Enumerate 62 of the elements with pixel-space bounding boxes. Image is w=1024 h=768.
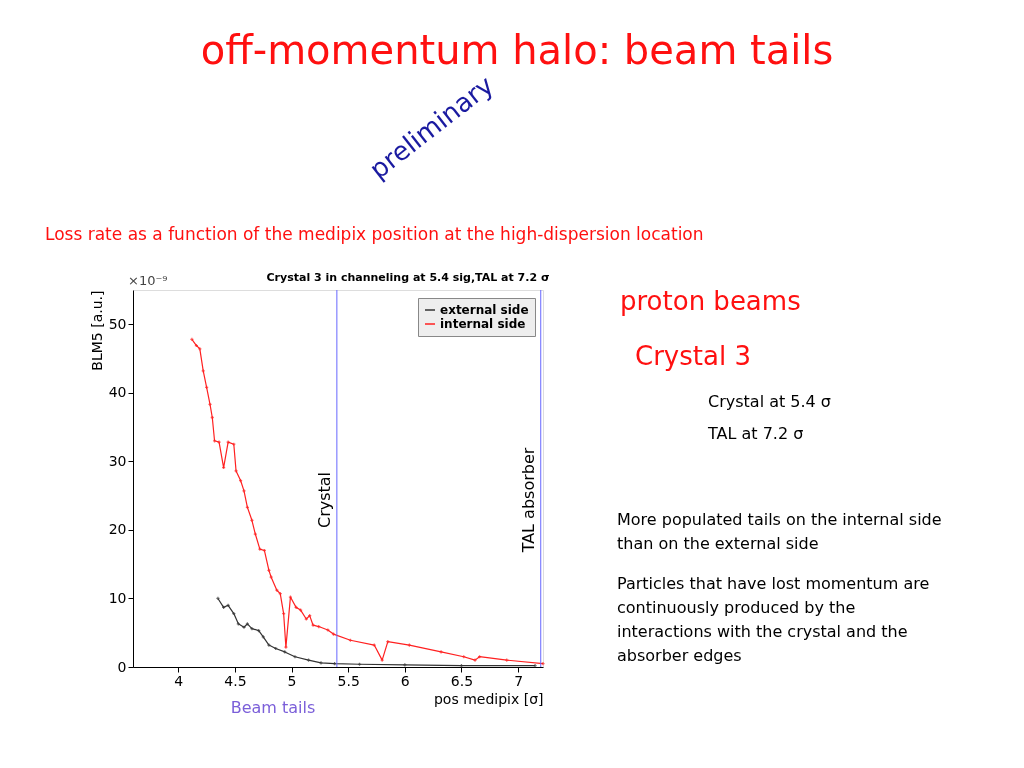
y-tick-label: 30 xyxy=(108,452,127,469)
point xyxy=(208,402,212,407)
point xyxy=(250,627,254,631)
point xyxy=(253,532,257,536)
x-tick-label: 7 xyxy=(514,672,524,689)
x-tick-label: 6 xyxy=(400,672,410,689)
point xyxy=(201,369,205,373)
point xyxy=(304,617,308,621)
point xyxy=(234,469,238,473)
text: Particles that have lost momentum are continuously produced by the interactions with the crystal and the absorber edges xyxy=(617,574,930,665)
point xyxy=(533,664,537,668)
point xyxy=(372,643,376,647)
point xyxy=(250,518,254,522)
point xyxy=(473,658,477,662)
ref-line-label: TAL absorber xyxy=(518,447,538,554)
point xyxy=(326,628,330,632)
y-axis-title: BLM5 [a.u.] xyxy=(88,290,105,371)
point xyxy=(190,337,194,341)
point xyxy=(284,645,288,649)
point xyxy=(293,655,297,659)
text: Beam tails xyxy=(230,698,316,717)
x-tick-label: 6.5 xyxy=(450,672,474,689)
text: ×10⁻⁹ xyxy=(128,273,168,288)
point xyxy=(242,489,246,493)
text: More populated tails on the internal side than on the external side xyxy=(617,510,942,553)
point xyxy=(439,650,443,654)
point xyxy=(267,643,271,647)
text: Crystal 3 in channeling at 5.4 sig,TAL at 7.2 σ xyxy=(266,271,550,284)
y-tick-label: 50 xyxy=(108,315,127,332)
point xyxy=(299,608,303,612)
legend-label: external side xyxy=(440,303,529,317)
y-tick-label: 20 xyxy=(108,521,127,538)
point xyxy=(267,568,271,572)
ref-line-label: Crystal xyxy=(314,471,334,529)
x-axis-title: pos medipix [σ] xyxy=(433,690,544,707)
point xyxy=(319,661,323,665)
y-tick-label: 40 xyxy=(108,384,127,401)
point xyxy=(294,605,298,609)
point xyxy=(216,596,220,601)
point xyxy=(403,663,407,667)
chart-title: off-momentum halo: beam tails xyxy=(200,27,834,73)
point xyxy=(407,643,411,647)
y-tick-label: 10 xyxy=(108,589,127,606)
point xyxy=(217,440,221,444)
x-tick-label: 5.5 xyxy=(337,672,360,689)
y-tick-label: 0 xyxy=(117,658,127,675)
point xyxy=(288,595,293,599)
text: proton beams xyxy=(620,286,801,316)
point xyxy=(258,547,262,551)
chart-subtitle: Loss rate as a function of the medipix position at the high-dispersion location xyxy=(45,224,704,244)
x-tick-label: 5 xyxy=(287,672,297,689)
point xyxy=(283,650,287,654)
text: Crystal at 5.4 σ xyxy=(708,392,831,411)
x-tick-label: 4 xyxy=(174,672,184,689)
point xyxy=(331,632,336,636)
text: TAL at 7.2 σ xyxy=(707,424,804,443)
point xyxy=(311,623,315,627)
legend-label: internal side xyxy=(440,317,526,331)
point xyxy=(198,347,202,351)
text: Crystal 3 xyxy=(635,341,751,371)
point xyxy=(541,661,545,666)
x-tick-label: 4.5 xyxy=(224,672,247,689)
